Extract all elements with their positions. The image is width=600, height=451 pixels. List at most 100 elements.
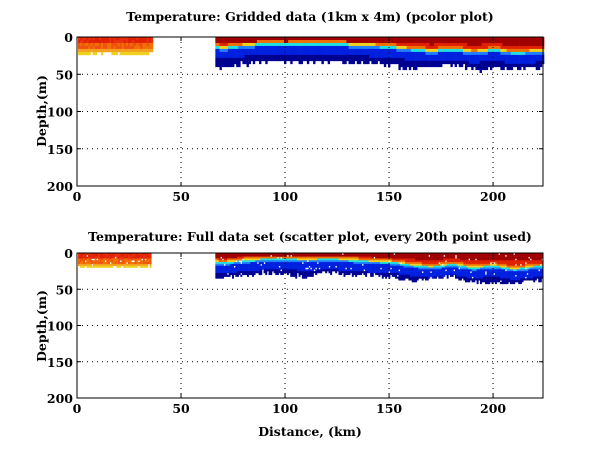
data-cell	[294, 45, 297, 50]
data-cell	[291, 253, 294, 256]
data-cell	[415, 254, 418, 257]
data-cell	[103, 262, 105, 265]
data-cell	[531, 265, 534, 268]
data-cell	[103, 37, 106, 41]
data-cell	[529, 253, 532, 256]
data-cell	[436, 254, 439, 257]
data-cell	[300, 37, 304, 41]
data-cell	[323, 48, 326, 53]
data-cell	[416, 262, 419, 265]
data-cell	[240, 51, 243, 56]
data-cell	[218, 265, 221, 268]
data-cell	[86, 258, 89, 261]
data-cell	[350, 48, 353, 53]
data-cell	[252, 45, 256, 50]
data-cell	[488, 267, 491, 270]
data-cell	[478, 258, 481, 261]
data-cell	[310, 271, 313, 274]
data-cell	[539, 269, 542, 272]
data-cell	[487, 48, 491, 53]
data-cell	[220, 269, 223, 272]
data-cell	[348, 256, 351, 259]
data-cell	[516, 263, 519, 266]
data-cell	[478, 254, 481, 257]
data-cell	[132, 45, 135, 50]
data-cell	[408, 42, 412, 47]
data-cell	[358, 254, 361, 257]
data-cell	[319, 37, 322, 41]
data-cell	[301, 274, 304, 277]
data-cell	[221, 54, 224, 59]
data-cell	[458, 42, 462, 47]
data-cell	[215, 54, 218, 59]
data-cell	[360, 272, 363, 276]
data-cell	[99, 263, 102, 266]
data-cell	[263, 265, 266, 268]
data-cell	[146, 39, 150, 44]
data-cell	[417, 63, 420, 68]
data-cell	[336, 39, 339, 44]
data-cell	[360, 253, 363, 256]
data-cell	[403, 258, 406, 261]
data-cell	[406, 54, 410, 59]
data-cell	[531, 63, 534, 68]
data-cell	[523, 48, 526, 53]
data-cell	[253, 271, 256, 274]
data-cell	[311, 253, 314, 256]
data-cell	[513, 271, 516, 274]
data-cell	[140, 51, 143, 56]
data-cell	[405, 272, 408, 276]
data-cell	[492, 39, 495, 44]
data-cell	[108, 265, 110, 268]
data-cell	[84, 48, 87, 53]
data-cell	[385, 274, 388, 277]
data-cell	[423, 60, 426, 65]
data-cell	[433, 269, 436, 272]
data-cell	[263, 54, 266, 59]
data-cell	[448, 39, 451, 44]
data-cell	[217, 51, 220, 56]
data-cell	[381, 263, 384, 266]
data-cell	[317, 45, 320, 50]
data-cell	[280, 265, 283, 268]
data-cell	[293, 265, 296, 268]
data-cell	[466, 263, 469, 266]
data-cell	[523, 42, 526, 47]
data-cell	[477, 51, 480, 56]
data-cell	[469, 60, 472, 65]
data-cell	[346, 253, 349, 256]
data-cell	[390, 54, 393, 59]
data-cell	[525, 60, 528, 65]
data-cell	[127, 48, 131, 53]
data-cell	[529, 51, 532, 56]
data-cell	[358, 42, 362, 47]
data-cell	[275, 54, 279, 59]
data-cell	[304, 57, 308, 62]
data-cell	[113, 51, 116, 56]
data-cell	[473, 48, 476, 53]
data-cell	[340, 253, 343, 256]
data-cell	[149, 258, 152, 261]
data-cell	[458, 269, 461, 272]
data-cell	[338, 272, 341, 276]
data-cell	[417, 51, 420, 56]
data-cell	[304, 54, 308, 59]
data-cell	[346, 256, 349, 259]
data-cell	[302, 57, 306, 62]
data-cell	[298, 274, 301, 277]
data-cell	[134, 37, 137, 41]
data-cell	[486, 263, 489, 266]
data-cell	[426, 272, 429, 276]
data-cell	[539, 48, 543, 53]
data-cell	[315, 54, 318, 59]
data-cell	[488, 263, 491, 266]
data-cell	[96, 262, 99, 265]
data-cell	[333, 57, 337, 62]
data-cell	[333, 265, 336, 268]
data-cell	[350, 262, 353, 265]
data-cell	[370, 274, 373, 277]
data-cell	[329, 54, 333, 59]
data-cell	[396, 276, 399, 279]
data-cell	[523, 278, 526, 281]
data-cell	[401, 256, 404, 259]
